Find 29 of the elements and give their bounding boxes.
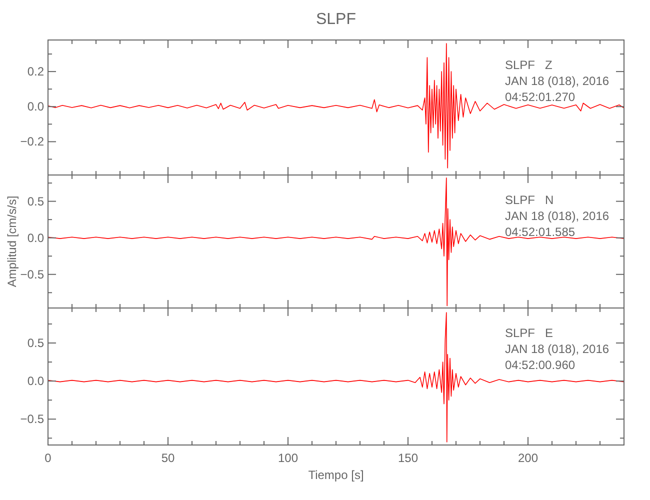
line-series xyxy=(48,312,624,442)
annotation: JAN 18 (018), 2016 xyxy=(505,209,610,223)
y-tick-label: 0.0 xyxy=(27,100,44,114)
y-tick-label: 0.0 xyxy=(27,374,44,388)
annotation: JAN 18 (018), 2016 xyxy=(505,74,610,88)
x-tick-label: 0 xyxy=(44,451,52,465)
x-tick-label: 100 xyxy=(278,451,298,465)
y-tick-label: 0.5 xyxy=(27,336,44,350)
y-axis-title: Amplitud [cm/s/s] xyxy=(5,196,19,288)
y-tick-label: 0.0 xyxy=(27,230,44,245)
chart-title: SLPF xyxy=(316,11,356,28)
annotation: JAN 18 (018), 2016 xyxy=(505,342,610,356)
x-tick-label: 50 xyxy=(161,451,175,465)
line-series xyxy=(48,178,624,306)
x-tick-label: 200 xyxy=(518,451,538,465)
annotation: SLPF Z xyxy=(505,58,552,72)
annotation: 04:52:01.270 xyxy=(505,90,576,104)
annotation: 04:52:01.585 xyxy=(505,225,576,239)
x-tick-label: 150 xyxy=(398,451,418,465)
y-tick-label: −0.5 xyxy=(20,267,44,282)
annotation: SLPF E xyxy=(505,326,554,340)
y-tick-label: −0.2 xyxy=(20,134,44,149)
x-axis-title: Tiempo [s] xyxy=(308,468,364,482)
annotation: SLPF N xyxy=(505,193,554,207)
annotation: 04:52:00.960 xyxy=(505,358,576,372)
y-tick-label: −0.5 xyxy=(20,412,44,426)
line-series xyxy=(48,43,624,168)
y-tick-label: 0.5 xyxy=(27,194,44,208)
y-tick-label: 0.2 xyxy=(27,64,44,79)
